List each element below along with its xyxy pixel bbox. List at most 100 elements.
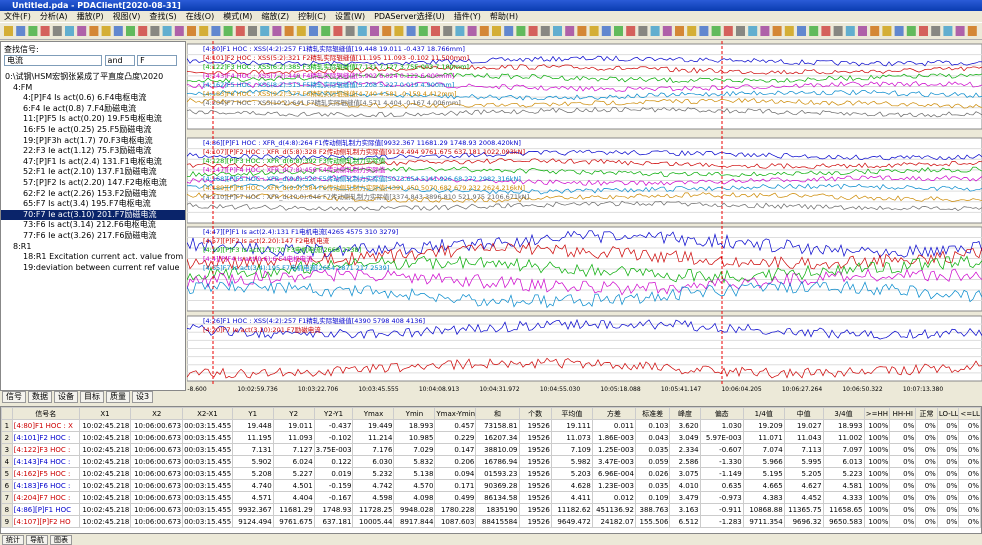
column-header[interactable]: 偏态 — [699, 407, 744, 420]
tool-icon[interactable] — [919, 26, 928, 36]
tool-icon[interactable] — [382, 26, 392, 36]
column-header[interactable]: Y2 — [272, 407, 315, 420]
table-row[interactable]: 5 [4:162]F5 HOC :10:02:45.218 10:06:00.673… — [1, 467, 981, 480]
tool-icon[interactable] — [858, 26, 867, 36]
tool-icon[interactable] — [565, 26, 575, 36]
tool-icon[interactable] — [65, 26, 74, 36]
tool-icon[interactable] — [906, 26, 916, 36]
column-header[interactable]: X1 — [78, 407, 132, 420]
tool-icon[interactable] — [662, 26, 672, 36]
menu-item[interactable]: 插件(Y) — [453, 12, 481, 21]
tree-item[interactable]: 18:R1 Excitation current act. value from — [23, 252, 184, 262]
tool-icon[interactable] — [760, 26, 770, 36]
tree-item[interactable]: 11:[P]F5 Is act(0.20) 19.F5电枢电流 — [23, 114, 162, 124]
tool-icon[interactable] — [479, 26, 489, 36]
tool-icon[interactable] — [711, 26, 721, 36]
tool-icon[interactable] — [931, 26, 941, 36]
column-header[interactable]: Ymax-Ymin — [434, 407, 477, 420]
tree-item[interactable]: 47:[P]F1 Is act(2.4) 131.F1电枢电流 — [23, 156, 162, 166]
column-header[interactable]: >=HH — [863, 407, 891, 420]
column-header[interactable]: HH-HI — [889, 407, 917, 420]
table-row[interactable]: 4 [4:143]F4 HOC :10:02:45.218 10:06:00.673… — [1, 455, 981, 468]
tree-item[interactable]: 22:F3 Ie act(1.12) 75.F3励磁电流 — [23, 146, 152, 156]
tool-icon[interactable] — [736, 26, 745, 36]
tool-icon[interactable] — [187, 26, 196, 36]
tool-icon[interactable] — [845, 26, 855, 36]
tool-icon[interactable] — [528, 26, 538, 36]
menu-item[interactable]: PDAServer选择(U) — [374, 12, 445, 21]
menu-item[interactable]: 分析(A) — [39, 12, 68, 21]
menu-item[interactable]: 视图(V) — [112, 12, 141, 21]
tool-icon[interactable] — [821, 26, 831, 36]
tool-icon[interactable] — [467, 26, 477, 36]
tree-item[interactable]: 4:[P]F4 Is act(0.6) 6.F4电枢电流 — [23, 93, 147, 103]
menu-item[interactable]: 设置(W) — [334, 12, 366, 21]
tool-icon[interactable] — [882, 26, 892, 36]
tool-icon[interactable] — [833, 26, 843, 36]
column-header[interactable]: 平均值 — [550, 407, 593, 420]
tool-icon[interactable] — [16, 26, 26, 36]
tool-icon[interactable] — [626, 26, 636, 36]
tool-icon[interactable] — [589, 26, 599, 36]
tool-icon[interactable] — [638, 26, 648, 36]
tool-icon[interactable] — [809, 26, 819, 36]
tree-item[interactable]: 70:F7 Ie act(3.10) 201.F7励磁电流 — [1, 209, 185, 221]
tool-icon[interactable] — [174, 26, 184, 36]
tool-icon[interactable] — [77, 26, 87, 36]
tool-icon[interactable] — [894, 26, 904, 36]
tool-icon[interactable] — [687, 26, 697, 36]
column-header[interactable]: 个数 — [518, 407, 552, 420]
table-row[interactable]: 8 [4:86][P]F1 HOC 10:02:45.218 10:06:00.673… — [1, 503, 981, 516]
tool-icon[interactable] — [284, 26, 294, 36]
tree-item[interactable]: 52:F1 Ie act(2.10) 137.F1励磁电流 — [23, 167, 157, 177]
tool-icon[interactable] — [406, 26, 416, 36]
column-header[interactable]: 1/4值 — [742, 407, 785, 420]
menu-item[interactable]: 缩放(Z) — [261, 12, 290, 21]
tool-icon[interactable] — [126, 26, 135, 36]
column-header[interactable]: 和 — [475, 407, 520, 420]
tool-icon[interactable] — [321, 26, 331, 36]
tab[interactable]: 设备 — [54, 391, 78, 403]
tool-icon[interactable] — [455, 26, 465, 36]
menu-item[interactable]: 帮助(H) — [489, 12, 519, 21]
tree-item[interactable]: 77:F6 Ie act(3.26) 217.F6励磁电流 — [23, 230, 157, 240]
tool-icon[interactable] — [601, 26, 611, 36]
tool-icon[interactable] — [492, 26, 501, 36]
column-header[interactable]: 中值 — [783, 407, 824, 420]
tree-item[interactable]: 6:F4 Ie act(0.8) 7.F4励磁电流 — [23, 103, 137, 113]
tree-item[interactable]: 73:F6 Is act(3.14) 212.F6电枢电流 — [23, 220, 156, 230]
menu-item[interactable]: 控制(C) — [298, 12, 326, 21]
tool-icon[interactable] — [52, 26, 62, 36]
tool-icon[interactable] — [101, 26, 111, 36]
table-row[interactable]: 3 [4:122]F3 HOC :10:02:45.218 10:06:00.673… — [1, 443, 981, 456]
tree-item[interactable]: 19:[P]F3h act(1.7) 70.F3电枢电流 — [23, 135, 153, 145]
tool-icon[interactable] — [540, 26, 550, 36]
table-row[interactable]: 9 [4:107][P]F2 HO 10:02:45.218 10:06:00.673… — [1, 515, 981, 528]
tool-icon[interactable] — [431, 26, 440, 36]
tool-icon[interactable] — [748, 26, 758, 36]
tab[interactable]: 信号 — [2, 391, 26, 403]
tool-icon[interactable] — [516, 26, 526, 36]
menu-item[interactable]: 在线(O) — [185, 12, 215, 21]
tool-icon[interactable] — [260, 26, 270, 36]
column-header[interactable]: X2 — [130, 407, 184, 420]
tool-icon[interactable] — [723, 26, 733, 36]
column-header[interactable]: 方差 — [591, 407, 636, 420]
column-header[interactable]: 正常 — [915, 407, 938, 420]
tool-icon[interactable] — [504, 26, 514, 36]
tool-icon[interactable] — [943, 26, 953, 36]
tree-item[interactable]: 62:F2 Ie act(2.26) 153.F2励磁电流 — [23, 188, 157, 198]
tool-icon[interactable] — [4, 26, 13, 36]
column-header[interactable]: Y1 — [231, 407, 274, 420]
tree-item[interactable]: 16:F5 Ie act(0.25) 25.F5励磁电流 — [23, 124, 152, 134]
tree-item[interactable]: 19:deviation between current ref value — [23, 262, 180, 272]
tab[interactable]: 设3 — [132, 391, 154, 403]
tool-icon[interactable] — [370, 26, 379, 36]
column-header[interactable]: Y2-Y1 — [313, 407, 354, 420]
tool-icon[interactable] — [955, 26, 965, 36]
menu-item[interactable]: 查找(S) — [149, 12, 177, 21]
menu-item[interactable]: 文件(F) — [4, 12, 31, 21]
tool-icon[interactable] — [211, 26, 221, 36]
tool-icon[interactable] — [443, 26, 453, 36]
column-header[interactable]: 峰度 — [669, 407, 701, 420]
